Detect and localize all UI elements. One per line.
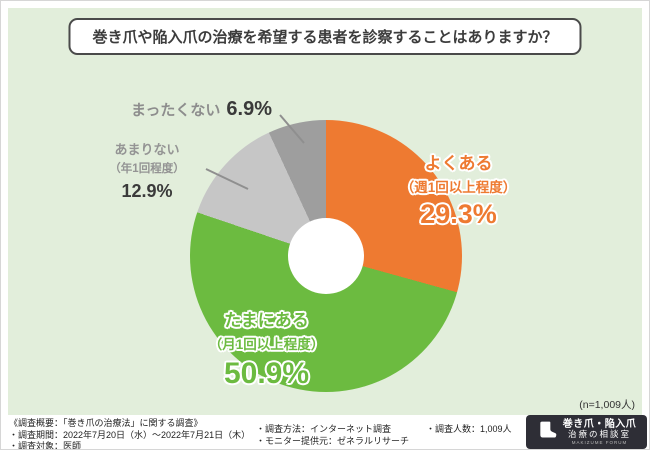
footer-line: ・調査対象：医師 [9, 441, 82, 450]
segment-name: よくある [424, 154, 493, 173]
footer-line: ・調査期間：2022年7月20日（水）〜2022年7月21日（木） [9, 429, 251, 440]
segment-name-sub: （週1回以上程度） [400, 180, 517, 195]
segment-name: たまにある [224, 311, 309, 330]
segment-name: まったくない [131, 102, 221, 119]
segment-value: 12.9% [121, 181, 173, 201]
footer-survey-overview: 《調査概要：「巻き爪の治療法」に関する調査》 ・調査期間：2022年7月20日（… [9, 418, 251, 450]
segment-value: 50.9% [223, 357, 310, 390]
site-logo: 巻き爪・陥入爪 治療の相談室 MAKIZUME FORUM [526, 415, 647, 449]
survey-question-title: 巻き爪や陥入爪の治療を希望する患者を診察することはありますか？ [68, 18, 582, 55]
segment-value: 6.9% [226, 98, 272, 120]
segment-name: あまりない [114, 142, 180, 157]
pie-donut-hole [288, 218, 364, 294]
footer-line: ・調査人数：1,009人 [426, 424, 512, 434]
logo-caption: MAKIZUME FORUM [571, 440, 628, 446]
segment-value: 29.3% [420, 199, 497, 229]
footer-line: ・モニター提供元：ゼネラルリサーチ [256, 435, 410, 446]
footer-line: 《調査概要：「巻き爪の治療法」に関する調査》 [9, 418, 203, 428]
logo-text: 巻き爪・陥入爪 治療の相談室 MAKIZUME FORUM [563, 419, 637, 445]
segment-name-sub: （月1回以上程度） [208, 337, 325, 352]
segment-label-mattakunai: まったくない 6.9% [131, 98, 272, 121]
sample-size-label: (n=1,009人) [579, 399, 635, 411]
foot-icon [537, 420, 557, 445]
footer-survey-method: ・調査方法：インターネット調査 ・モニター提供元：ゼネラルリサーチ [256, 424, 409, 447]
segment-name-sub: （年1回程度） [109, 163, 185, 175]
segment-label-yokuaru: よくある （週1回以上程度） 29.3% [376, 149, 541, 230]
segment-label-tamaniaru: たまにある （月1回以上程度） 50.9% [159, 306, 374, 391]
footer-line: ・調査方法：インターネット調査 [256, 424, 392, 434]
logo-title: 巻き爪・陥入爪 [562, 418, 637, 430]
logo-subtitle: 治療の相談室 [567, 429, 631, 440]
segment-label-amarinai: あまりない （年1回程度） 12.9% [87, 139, 207, 202]
footer-survey-count: ・調査人数：1,009人 [426, 424, 512, 436]
